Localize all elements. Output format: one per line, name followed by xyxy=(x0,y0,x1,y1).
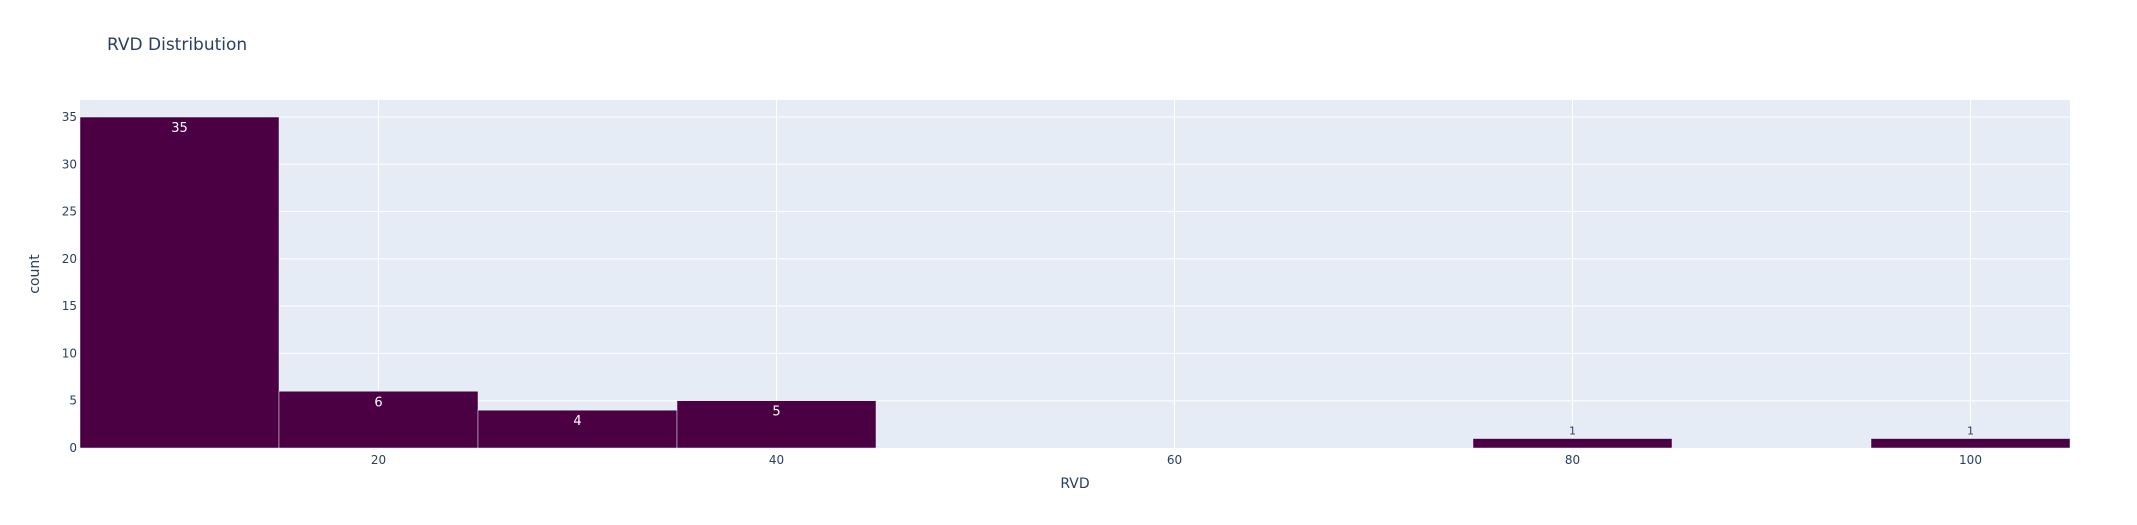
x-tick-label: 60 xyxy=(1167,453,1182,467)
y-tick-label: 30 xyxy=(62,157,77,171)
bar-value-label: 4 xyxy=(573,414,581,429)
y-tick-label: 20 xyxy=(62,252,77,266)
bar-value-label: 6 xyxy=(374,395,382,410)
histogram-bar xyxy=(1472,438,1673,449)
histogram-bar xyxy=(1870,438,2071,449)
x-tick-label: 20 xyxy=(371,453,386,467)
histogram-bar xyxy=(676,400,877,449)
histogram-bar xyxy=(79,116,280,449)
y-tick-label: 25 xyxy=(62,205,77,219)
bar-value-label: 5 xyxy=(772,405,780,420)
chart-title: RVD Distribution xyxy=(107,35,247,55)
y-tick-label: 0 xyxy=(69,441,77,455)
bar-labels: 35 6 4 5 1 1 xyxy=(171,121,1974,438)
x-axis-title: RVD xyxy=(1060,476,1089,492)
bars xyxy=(79,116,2071,449)
bar-value-label: 35 xyxy=(171,121,188,136)
x-tick-label: 100 xyxy=(1959,453,1982,467)
y-tick-label: 5 xyxy=(69,394,77,408)
plot-area xyxy=(80,100,2070,448)
y-axis-ticks: 0 5 10 15 20 25 30 35 xyxy=(62,110,77,455)
y-tick-label: 10 xyxy=(62,346,77,360)
bar-value-label: 1 xyxy=(1569,425,1576,438)
histogram-bar xyxy=(477,409,678,449)
x-axis-ticks: 20 40 60 80 100 xyxy=(371,453,1982,467)
histogram-bar xyxy=(278,391,479,449)
x-tick-label: 40 xyxy=(769,453,784,467)
x-tick-label: 80 xyxy=(1565,453,1580,467)
gridlines xyxy=(80,100,2070,448)
y-tick-label: 15 xyxy=(62,299,77,313)
bar-value-label: 1 xyxy=(1967,425,1974,438)
y-axis-title: count xyxy=(27,254,43,294)
y-tick-label: 35 xyxy=(62,110,77,124)
